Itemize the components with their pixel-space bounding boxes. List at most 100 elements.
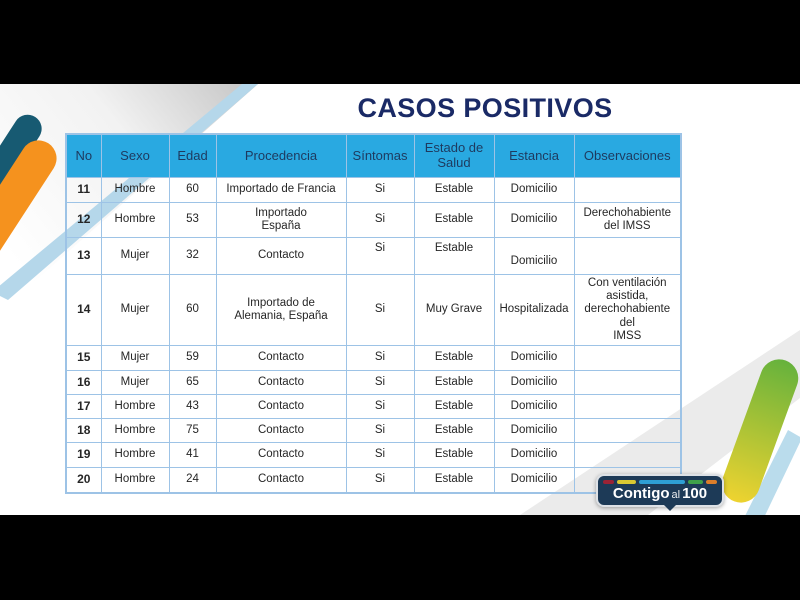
header-cell: Sexo [100, 133, 170, 178]
table-cell: Si [345, 442, 415, 468]
table-cell: Si [345, 418, 415, 443]
logo-dash [603, 480, 614, 484]
table-cell: Mujer [100, 345, 170, 371]
table-cell [573, 370, 682, 395]
table-cell: Domicilio [493, 177, 575, 203]
logo-dash [639, 480, 685, 484]
table-cell: 14 [65, 274, 102, 346]
table-cell: Importado España [215, 202, 347, 238]
table-cell: Contacto [215, 418, 347, 443]
table-cell: Importado de Alemania, España [215, 274, 347, 346]
table-cell: 16 [65, 370, 102, 395]
table-cell: 75 [168, 418, 217, 443]
table-cell: Contacto [215, 370, 347, 395]
table-cell: Si [345, 345, 415, 371]
table-cell: 11 [65, 177, 102, 203]
table-cell: 43 [168, 394, 217, 419]
header-cell: Observaciones [573, 133, 682, 178]
table-cell: Estable [413, 418, 495, 443]
table-cell: Mujer [100, 370, 170, 395]
logo-dash [687, 480, 704, 484]
table-cell: Contacto [215, 442, 347, 468]
table-cell: 32 [168, 237, 217, 275]
table-cell: Hombre [100, 394, 170, 419]
table-cell: 20 [65, 467, 102, 493]
table-cell: 65 [168, 370, 217, 395]
table-cell: Estable [413, 370, 495, 395]
table-cell: Si [345, 202, 415, 238]
table-cell: 12 [65, 202, 102, 238]
table-cell: Mujer [100, 274, 170, 346]
table-cell: Si [345, 467, 415, 493]
table-cell: 17 [65, 394, 102, 419]
header-cell: Síntomas [345, 133, 415, 178]
header-cell: No [65, 133, 102, 178]
table-cell: Estable [413, 442, 495, 468]
table-cell [573, 345, 682, 371]
logo-contigo-al-100: Contigo al 100 [596, 474, 724, 511]
header-cell: Edad [168, 133, 217, 178]
table-cell [573, 418, 682, 443]
table-header-row: No Sexo Edad Procedencia Síntomas Estado de S… [65, 133, 682, 178]
table-row: 14 Mujer 60 Importado de Alemania, España Si… [65, 274, 682, 346]
letterbox-top [0, 0, 800, 84]
table-cell: Hombre [100, 418, 170, 443]
table-cell: Contacto [215, 237, 347, 275]
table-cell: Domicilio [493, 394, 575, 419]
table-cell: Hombre [100, 202, 170, 238]
table-row: 11 Hombre 60 Importado de Francia Si Estable D… [65, 177, 682, 203]
table-cell: Hombre [100, 177, 170, 203]
table-cell: 53 [168, 202, 217, 238]
logo-dashes [598, 476, 722, 484]
table-cell: Estable [413, 237, 495, 275]
logo-dash [616, 480, 637, 484]
logo-dash [706, 480, 717, 484]
table-cell: Mujer [100, 237, 170, 275]
table-cell: Domicilio [493, 418, 575, 443]
table-cell: 19 [65, 442, 102, 468]
table-cell: Estable [413, 177, 495, 203]
green-yellow-bar [721, 359, 799, 503]
table-row: 15 Mujer 59 Contacto Si Estable Domicilio [65, 345, 682, 371]
table-cell: Domicilio [493, 237, 575, 275]
table-row: 18 Hombre 75 Contacto Si Estable Domicilio [65, 418, 682, 443]
table-cell: 13 [65, 237, 102, 275]
table-cell: 60 [168, 274, 217, 346]
table-cell: Si [345, 394, 415, 419]
table-cell: Contacto [215, 467, 347, 493]
table-cell: 15 [65, 345, 102, 371]
table-row: 12 Hombre 53 Importado España Si Estable Domic… [65, 202, 682, 238]
teal-bar [0, 114, 42, 220]
table-cell: Estable [413, 394, 495, 419]
table-cell: Domicilio [493, 467, 575, 493]
table-cell: Derechohabiente del IMSS [573, 202, 682, 238]
table-body: 11 Hombre 60 Importado de Francia Si Estable D… [65, 177, 682, 493]
table-cell: Si [345, 274, 415, 346]
table-cell: Domicilio [493, 370, 575, 395]
table-row: 13 Mujer 32 Contacto Si Estable Domicilio [65, 237, 682, 275]
header-cell: Procedencia [215, 133, 347, 178]
table-cell: Si [345, 237, 415, 275]
table-cell [573, 177, 682, 203]
table-cell: Domicilio [493, 442, 575, 468]
table-cell: Hombre [100, 467, 170, 493]
letterbox-bottom [0, 515, 800, 600]
table-cell: Estable [413, 467, 495, 493]
light-blue-band-right [744, 430, 800, 526]
logo-text-al: al [671, 489, 681, 501]
table-cell [573, 394, 682, 419]
table-row: 17 Hombre 43 Contacto Si Estable Domicilio [65, 394, 682, 419]
table-row: 19 Hombre 41 Contacto Si Estable Domicilio [65, 442, 682, 468]
table-cell: Estable [413, 345, 495, 371]
table-cell: Contacto [215, 394, 347, 419]
table-cell: 24 [168, 467, 217, 493]
table-row: 20 Hombre 24 Contacto Si Estable Domicilio [65, 467, 682, 493]
table-cell: Si [345, 177, 415, 203]
slide-title: CASOS POSITIVOS [357, 93, 613, 123]
table-row: 16 Mujer 65 Contacto Si Estable Domicilio [65, 370, 682, 395]
header-cell: Estancia [493, 133, 575, 178]
table-cell: Estable [413, 202, 495, 238]
logo-text-100: 100 [682, 485, 708, 502]
header-cell: Estado de Salud [413, 133, 495, 178]
